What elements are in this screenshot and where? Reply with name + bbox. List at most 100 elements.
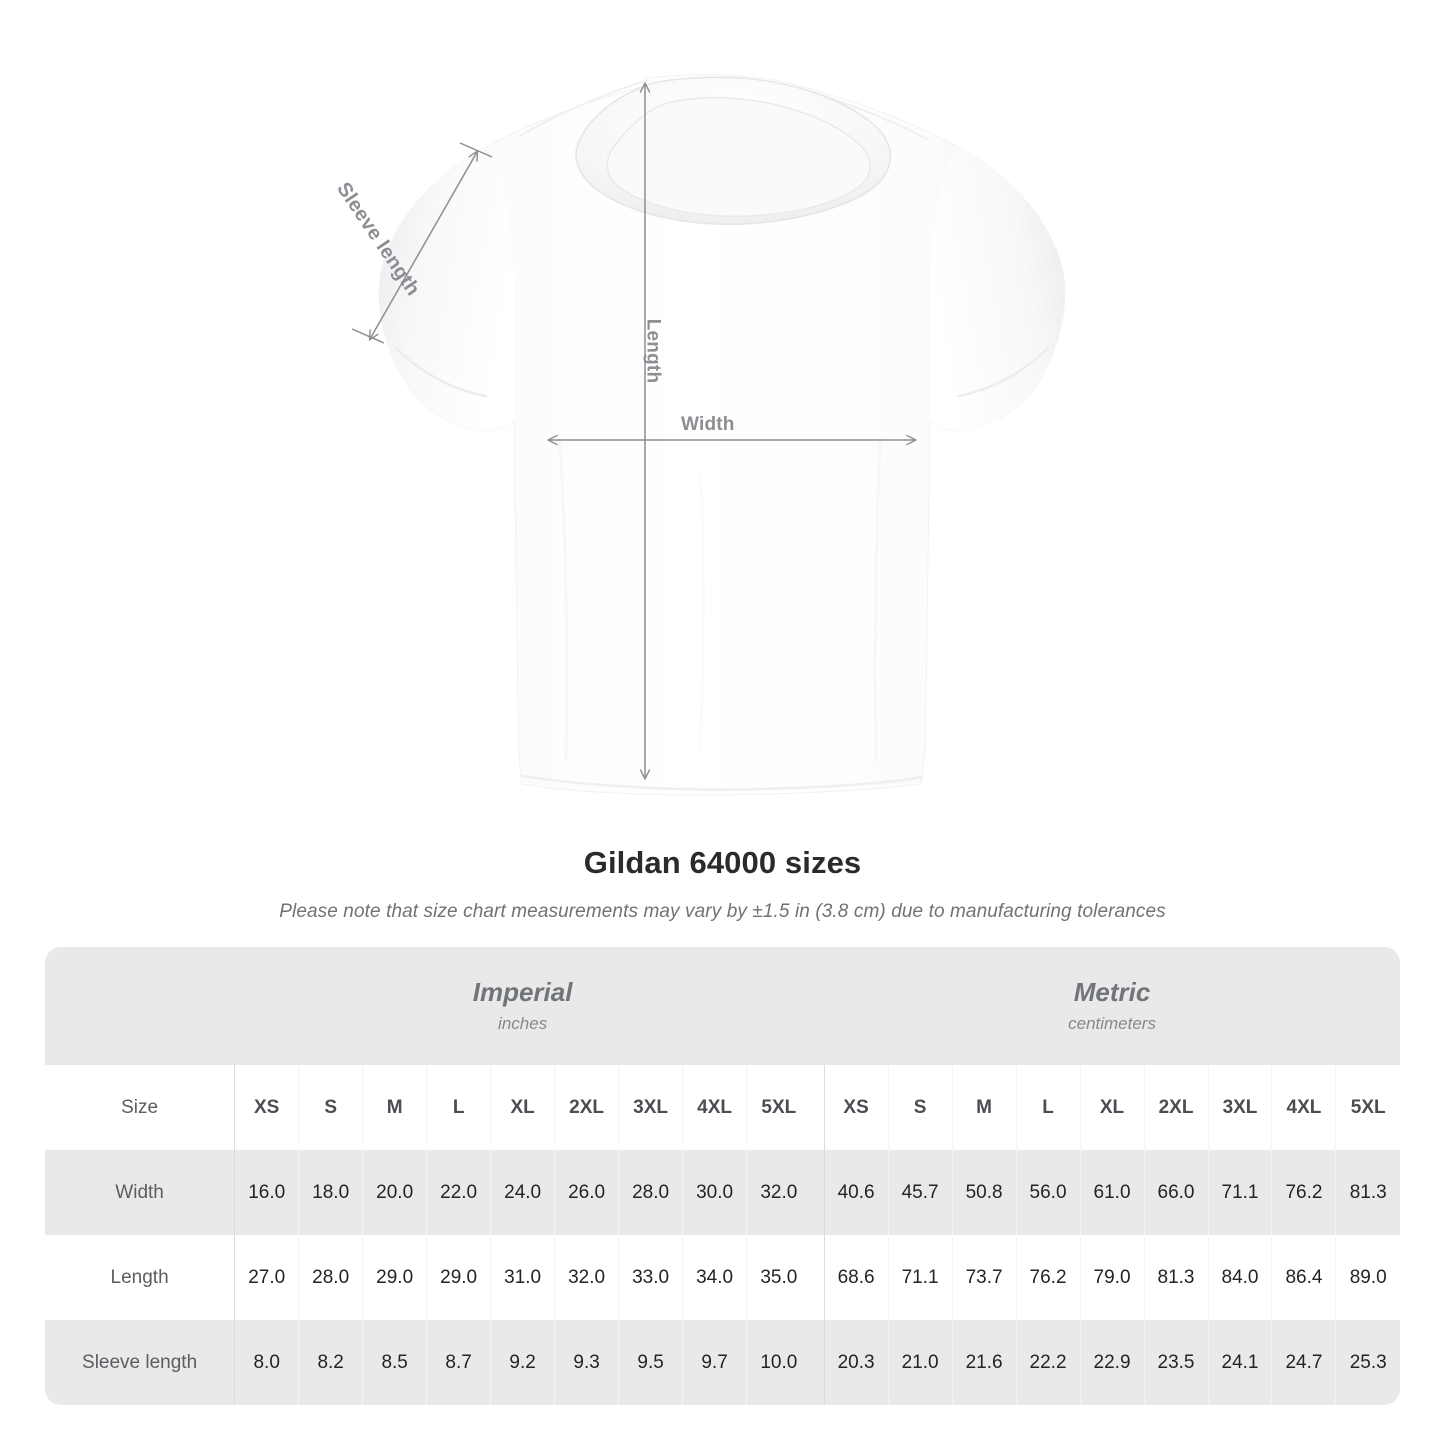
width-label: Width [681, 414, 735, 435]
size-header-imperial-l: L [426, 1065, 491, 1150]
unit-divider [810, 1235, 825, 1320]
cell-imperial-sleeve-length-s: 8.2 [298, 1320, 363, 1405]
cell-imperial-sleeve-length-5xl: 10.0 [746, 1320, 811, 1405]
cell-imperial-width-s: 18.0 [298, 1150, 363, 1235]
cell-metric-sleeve-length-4xl: 24.7 [1271, 1320, 1336, 1405]
cell-metric-length-5xl: 89.0 [1335, 1235, 1400, 1320]
table-row: Length 27.0 28.0 29.0 29.0 31.0 32.0 33.0 34.0 35… [45, 1235, 1400, 1320]
size-table-container: Imperial inches Metric centimeters Size XS S M L… [45, 947, 1400, 1405]
cell-metric-width-m: 50.8 [951, 1150, 1017, 1235]
size-header-metric-l: L [1015, 1065, 1081, 1150]
unit-metric: Metric centimeters [824, 947, 1400, 1065]
cell-metric-sleeve-length-xl: 22.9 [1079, 1320, 1145, 1405]
unit-metric-name: Metric [1073, 976, 1151, 1007]
cell-imperial-length-m: 29.0 [362, 1235, 427, 1320]
cell-metric-length-m: 73.7 [951, 1235, 1017, 1320]
cell-imperial-width-l: 22.0 [426, 1150, 491, 1235]
cell-metric-width-4xl: 76.2 [1271, 1150, 1336, 1235]
tshirt-diagram: Sleeve length Length Width [332, 74, 1066, 796]
cell-imperial-width-xl: 24.0 [490, 1150, 555, 1235]
cell-metric-width-3xl: 71.1 [1207, 1150, 1272, 1235]
cell-imperial-sleeve-length-3xl: 9.5 [618, 1320, 683, 1405]
cell-imperial-sleeve-length-xl: 9.2 [490, 1320, 555, 1405]
annotation-sleeve-length [351, 142, 493, 344]
size-header-imperial-s: S [298, 1065, 363, 1150]
cell-metric-length-3xl: 84.0 [1207, 1235, 1272, 1320]
size-header-row: Size XS S M L XL 2XL 3XL 4XL 5XL XS S M L XL 2XL 3XL 4XL 5… [45, 1065, 1400, 1150]
page-title: Gildan 64000 sizes [583, 845, 862, 880]
size-header-metric-4xl: 4XL [1271, 1065, 1336, 1150]
size-header-metric-xl: XL [1079, 1065, 1145, 1150]
cell-metric-sleeve-length-xs: 20.3 [823, 1320, 889, 1405]
cell-metric-length-2xl: 81.3 [1143, 1235, 1208, 1320]
size-header-imperial-xs: XS [234, 1065, 299, 1150]
unit-banner-spacer [45, 947, 235, 1065]
cell-imperial-length-l: 29.0 [426, 1235, 491, 1320]
cell-imperial-sleeve-length-m: 8.5 [362, 1320, 427, 1405]
cell-imperial-sleeve-length-l: 8.7 [426, 1320, 491, 1405]
cell-metric-sleeve-length-5xl: 25.3 [1335, 1320, 1400, 1405]
cell-metric-width-xs: 40.6 [823, 1150, 889, 1235]
row-label-width: Width [45, 1150, 235, 1235]
cell-imperial-width-4xl: 30.0 [682, 1150, 747, 1235]
cell-metric-length-xs: 68.6 [823, 1235, 889, 1320]
size-header-metric-2xl: 2XL [1143, 1065, 1208, 1150]
size-header-imperial-2xl: 2XL [554, 1065, 619, 1150]
size-header-metric-m: M [951, 1065, 1017, 1150]
cell-imperial-sleeve-length-4xl: 9.7 [682, 1320, 747, 1405]
unit-divider [810, 1150, 825, 1235]
cell-imperial-length-xs: 27.0 [234, 1235, 299, 1320]
table-row: Sleeve length 8.0 8.2 8.5 8.7 9.2 9.3 9.5 9.7 10.… [45, 1320, 1400, 1405]
cell-metric-width-xl: 61.0 [1079, 1150, 1145, 1235]
size-header-imperial-m: M [362, 1065, 427, 1150]
cell-metric-sleeve-length-3xl: 24.1 [1207, 1320, 1272, 1405]
cell-metric-sleeve-length-2xl: 23.5 [1143, 1320, 1208, 1405]
size-header-imperial-5xl: 5XL [746, 1065, 811, 1150]
size-header-metric-3xl: 3XL [1207, 1065, 1272, 1150]
cell-imperial-sleeve-length-xs: 8.0 [234, 1320, 299, 1405]
cell-metric-sleeve-length-m: 21.6 [951, 1320, 1017, 1405]
size-table: Imperial inches Metric centimeters Size XS S M L… [45, 947, 1400, 1405]
tolerance-note: Please note that size chart measurements… [279, 901, 1166, 922]
cell-metric-length-l: 76.2 [1015, 1235, 1081, 1320]
cell-metric-width-l: 56.0 [1015, 1150, 1081, 1235]
length-label: Length [642, 318, 664, 384]
cell-imperial-width-3xl: 28.0 [618, 1150, 683, 1235]
size-header-imperial-xl: XL [490, 1065, 555, 1150]
table-row: Width 16.0 18.0 20.0 22.0 24.0 26.0 28.0 30.0 32.… [45, 1150, 1400, 1235]
unit-banner-row: Imperial inches Metric centimeters [45, 947, 1400, 1065]
row-label-length: Length [45, 1235, 235, 1320]
size-header-imperial-3xl: 3XL [618, 1065, 683, 1150]
cell-metric-width-2xl: 66.0 [1143, 1150, 1208, 1235]
cell-imperial-sleeve-length-2xl: 9.3 [554, 1320, 619, 1405]
title-block: Gildan 64000 sizes Please note that size… [0, 845, 1445, 923]
cell-imperial-width-m: 20.0 [362, 1150, 427, 1235]
cell-imperial-length-5xl: 35.0 [746, 1235, 811, 1320]
cell-metric-sleeve-length-l: 22.2 [1015, 1320, 1081, 1405]
unit-imperial: Imperial inches [234, 947, 811, 1065]
cell-metric-sleeve-length-s: 21.0 [887, 1320, 953, 1405]
unit-divider [810, 1065, 825, 1150]
row-label-sleeve-length: Sleeve length [45, 1320, 235, 1405]
cell-imperial-width-5xl: 32.0 [746, 1150, 811, 1235]
unit-imperial-name: Imperial [472, 976, 573, 1007]
unit-metric-subtitle: centimeters [1068, 1014, 1156, 1034]
unit-divider [810, 1320, 825, 1405]
unit-imperial-subtitle: inches [498, 1014, 548, 1034]
cell-metric-length-4xl: 86.4 [1271, 1235, 1336, 1320]
cell-metric-length-xl: 79.0 [1079, 1235, 1145, 1320]
unit-banner-divider [810, 947, 825, 1065]
cell-metric-length-s: 71.1 [887, 1235, 953, 1320]
size-header-imperial-4xl: 4XL [682, 1065, 747, 1150]
size-header-metric-xs: XS [823, 1065, 889, 1150]
size-header-metric-s: S [887, 1065, 953, 1150]
cell-metric-width-5xl: 81.3 [1335, 1150, 1400, 1235]
cell-imperial-length-4xl: 34.0 [682, 1235, 747, 1320]
cell-imperial-length-xl: 31.0 [490, 1235, 555, 1320]
cell-imperial-length-3xl: 33.0 [618, 1235, 683, 1320]
cell-imperial-length-s: 28.0 [298, 1235, 363, 1320]
cell-imperial-width-xs: 16.0 [234, 1150, 299, 1235]
row-label-size: Size [45, 1065, 235, 1150]
cell-imperial-width-2xl: 26.0 [554, 1150, 619, 1235]
